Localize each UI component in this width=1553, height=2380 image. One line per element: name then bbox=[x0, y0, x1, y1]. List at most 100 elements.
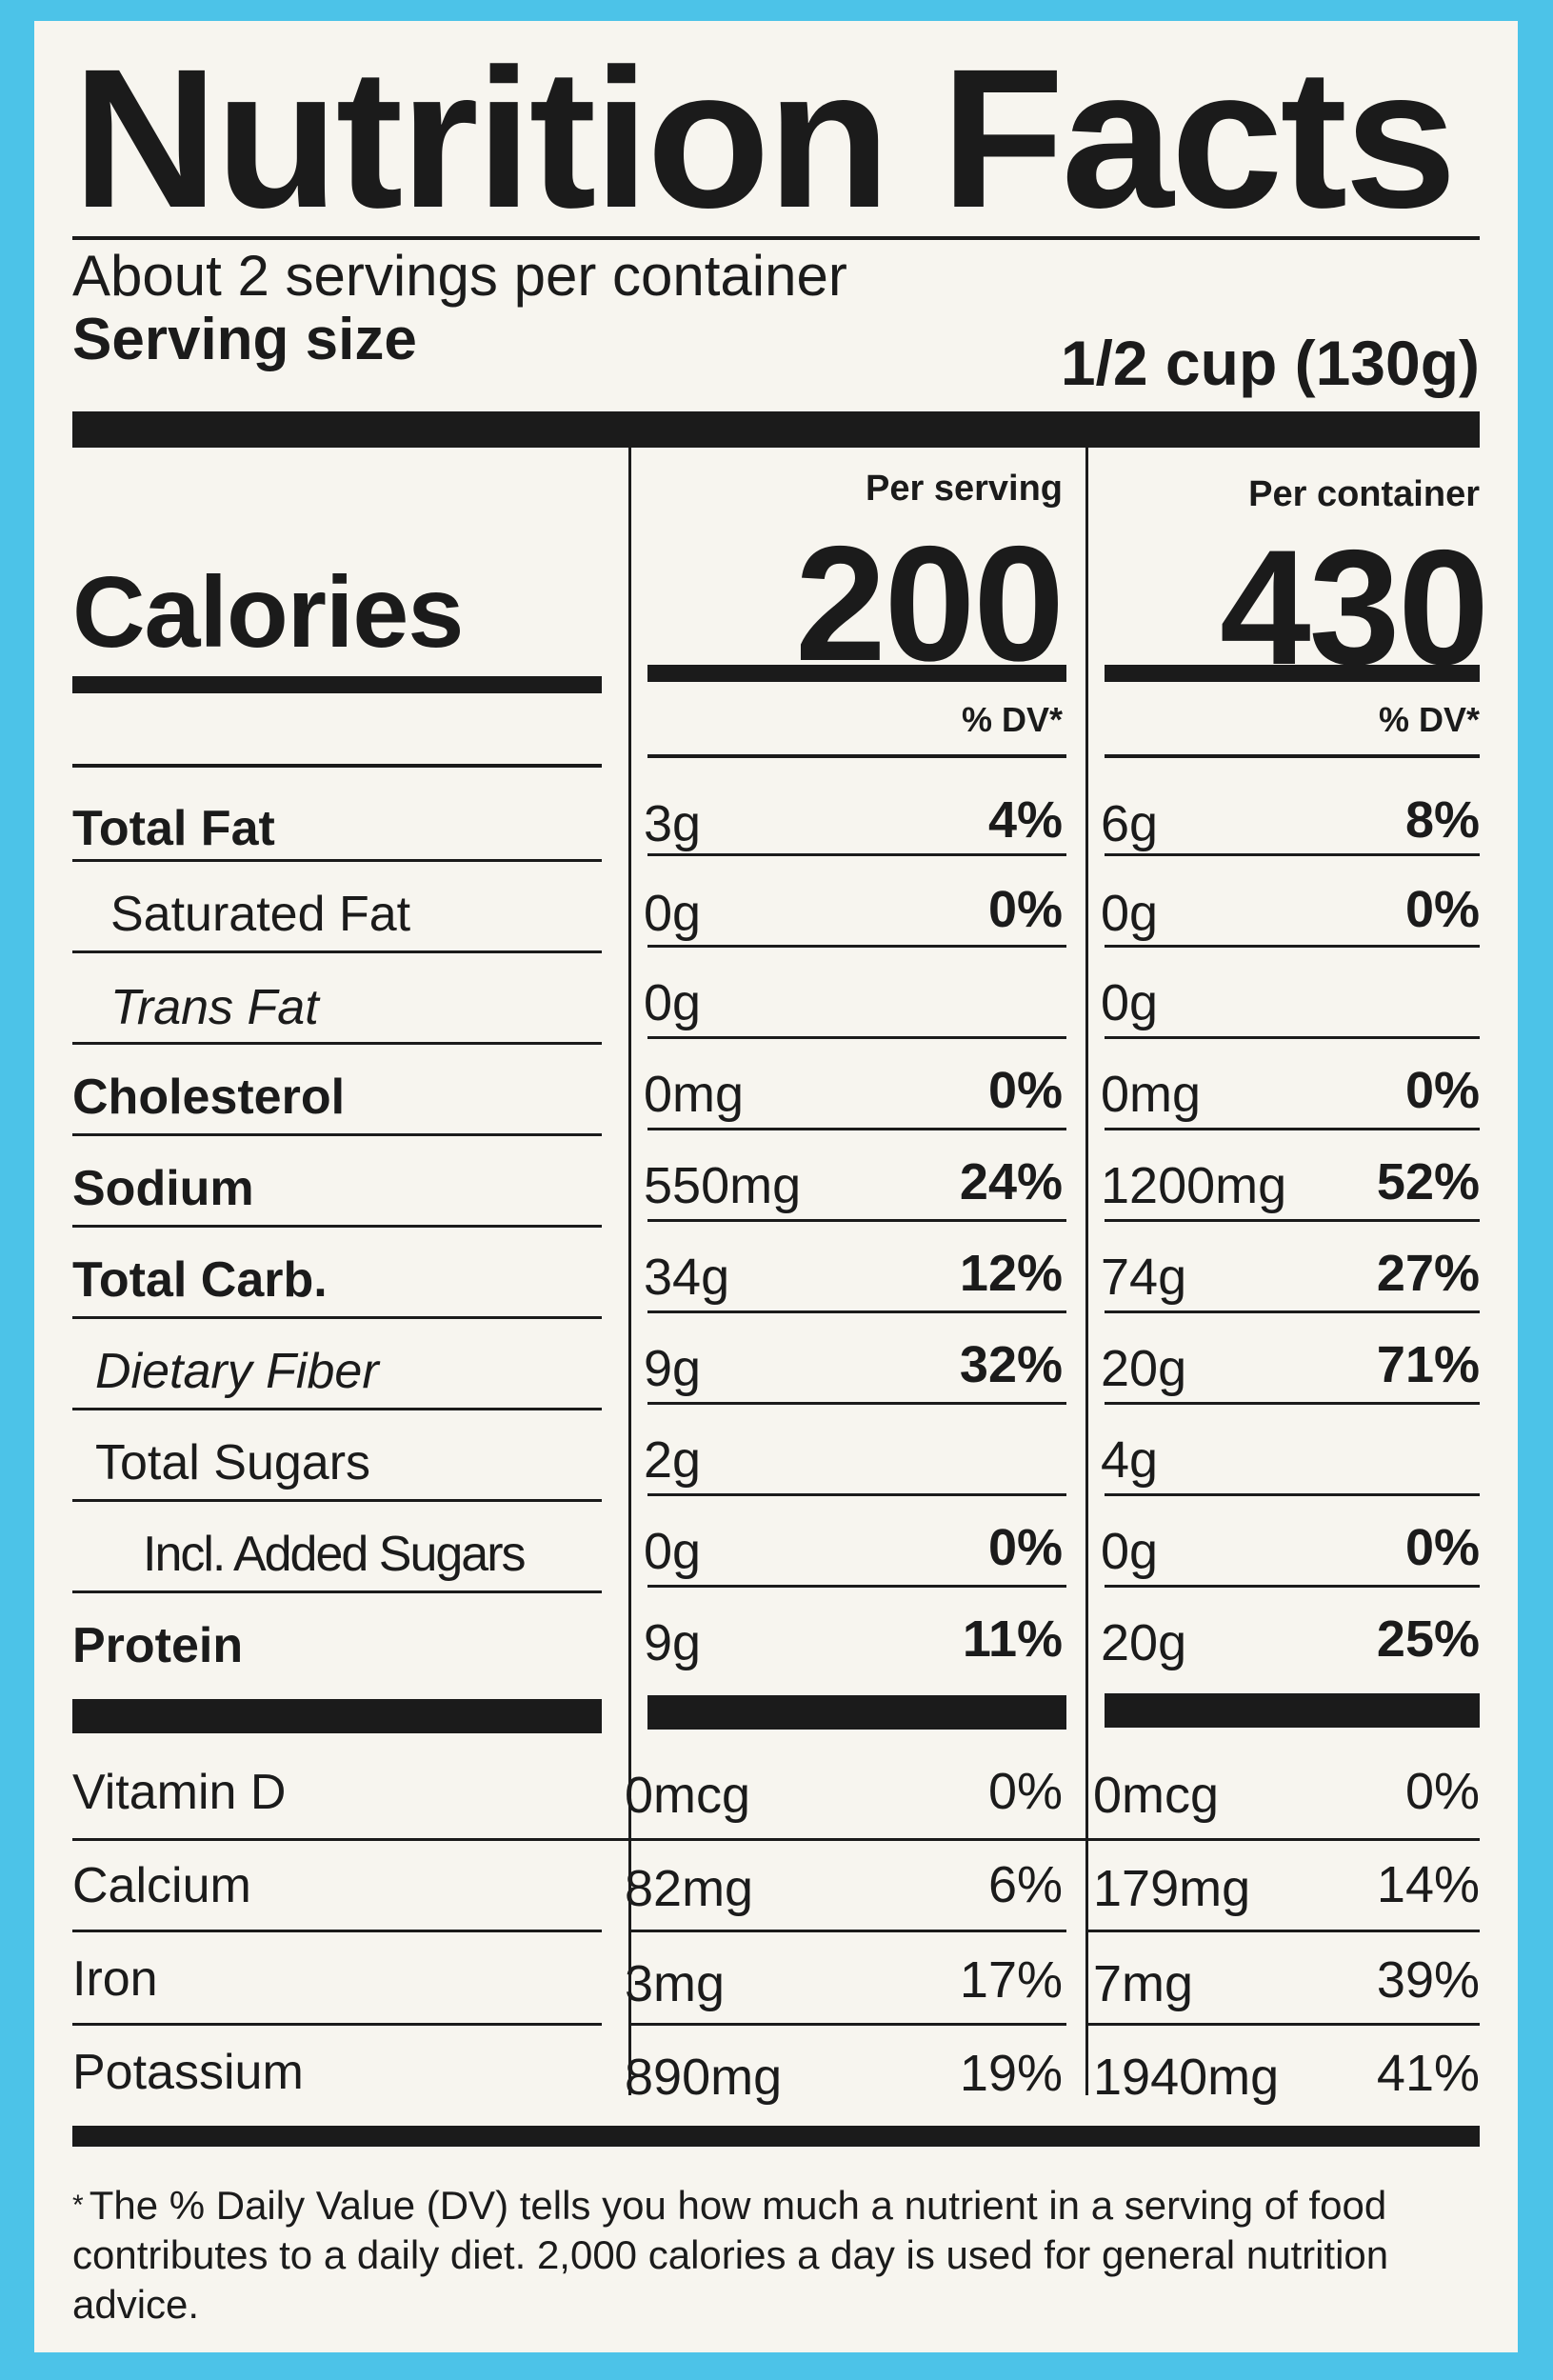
serving-amount-trans-fat: 0g bbox=[644, 974, 702, 1031]
row-rule bbox=[1105, 1310, 1480, 1313]
serving-dv-saturated-fat: 0% bbox=[987, 881, 1063, 938]
container-amount-sodium: 1200mg bbox=[1101, 1157, 1287, 1214]
serving-amount-total-carb: 34g bbox=[644, 1249, 730, 1306]
row-rule bbox=[628, 1930, 1066, 1932]
container-amount-total-sugars: 4g bbox=[1101, 1431, 1159, 1489]
row-rule bbox=[647, 1128, 1066, 1130]
calories-per-container: 430 bbox=[1220, 516, 1489, 699]
nutrient-name-total-fat: Total Fat bbox=[72, 801, 275, 856]
row-rule bbox=[72, 1590, 602, 1593]
container-dv-vitamin-d: 0% bbox=[1404, 1763, 1480, 1820]
nutrient-name-trans-fat: Trans Fat bbox=[110, 980, 319, 1035]
container-amount-trans-fat: 0g bbox=[1101, 974, 1159, 1031]
serving-size-label: Serving size bbox=[72, 307, 417, 372]
serving-dv-sodium: 24% bbox=[959, 1153, 1063, 1210]
row-rule bbox=[1085, 2023, 1480, 2026]
row-rule bbox=[72, 859, 602, 862]
serving-amount-added-sugars: 0g bbox=[644, 1523, 702, 1580]
container-amount-dietary-fiber: 20g bbox=[1101, 1340, 1187, 1397]
footnote: * The % Daily Value (DV) tells you how mu… bbox=[72, 2181, 1453, 2330]
calories-rule-left bbox=[72, 676, 602, 693]
thick-rule-top bbox=[72, 411, 1480, 448]
container-dv-total-carb: 27% bbox=[1376, 1245, 1480, 1302]
nutrient-name-cholesterol: Cholesterol bbox=[72, 1070, 346, 1125]
serving-amount-iron: 3mg bbox=[625, 1955, 726, 2012]
thick-bar-left bbox=[72, 1699, 602, 1733]
per-serving-header: Per serving bbox=[866, 469, 1063, 509]
thick-rule-bottom bbox=[72, 2126, 1480, 2147]
container-dv-sodium: 52% bbox=[1376, 1153, 1480, 1210]
footnote-text: The % Daily Value (DV) tells you how muc… bbox=[72, 2183, 1389, 2327]
vitamin-name-calcium: Calcium bbox=[72, 1858, 251, 1913]
row-rule bbox=[647, 1585, 1066, 1588]
row-rule bbox=[1105, 945, 1480, 948]
per-container-header: Per container bbox=[1248, 474, 1480, 514]
row-rule bbox=[72, 1316, 602, 1319]
calories-rule-container bbox=[1105, 665, 1480, 682]
label-title: Nutrition Facts bbox=[72, 29, 1457, 250]
footnote-star: * bbox=[72, 2190, 84, 2221]
vitamin-name-vitamin-d: Vitamin D bbox=[72, 1765, 287, 1820]
serving-amount-saturated-fat: 0g bbox=[644, 885, 702, 942]
nutrient-name-sodium: Sodium bbox=[72, 1161, 254, 1216]
container-amount-total-carb: 74g bbox=[1101, 1249, 1187, 1306]
row-rule bbox=[1105, 1219, 1480, 1222]
nutrient-name-protein: Protein bbox=[72, 1618, 244, 1673]
container-amount-calcium: 179mg bbox=[1093, 1860, 1251, 1917]
row-rule bbox=[647, 1310, 1066, 1313]
container-dv-protein: 25% bbox=[1376, 1610, 1480, 1668]
row-rule bbox=[647, 1493, 1066, 1496]
container-dv-calcium: 14% bbox=[1376, 1856, 1480, 1913]
serving-dv-added-sugars: 0% bbox=[987, 1519, 1063, 1576]
row-rule bbox=[1105, 1493, 1480, 1496]
container-amount-protein: 20g bbox=[1101, 1614, 1187, 1671]
row-rule bbox=[72, 1225, 602, 1228]
nutrient-name-saturated-fat: Saturated Fat bbox=[110, 887, 411, 942]
row-rule bbox=[1105, 1036, 1480, 1039]
row-rule bbox=[1105, 1402, 1480, 1405]
calories-label: Calories bbox=[72, 556, 464, 669]
row-rule bbox=[647, 853, 1066, 856]
row-rule bbox=[1105, 1128, 1480, 1130]
serving-dv-calcium: 6% bbox=[987, 1856, 1063, 1913]
divider-serving-column bbox=[628, 448, 631, 2095]
container-dv-potassium: 41% bbox=[1376, 2045, 1480, 2102]
dv-rule-serving bbox=[647, 754, 1066, 758]
row-rule bbox=[647, 1036, 1066, 1039]
dv-header-serving: % DV* bbox=[961, 700, 1063, 739]
row-rule bbox=[72, 1930, 602, 1932]
thick-bar-serving bbox=[647, 1695, 1066, 1730]
row-rule bbox=[647, 1219, 1066, 1222]
serving-amount-potassium: 890mg bbox=[625, 2049, 783, 2106]
serving-amount-dietary-fiber: 9g bbox=[644, 1340, 702, 1397]
title-rule bbox=[72, 236, 1480, 240]
calories-rule-serving bbox=[647, 665, 1066, 682]
serving-size-value: 1/2 cup (130g) bbox=[1060, 328, 1480, 398]
row-rule bbox=[72, 1133, 602, 1136]
divider-container-column bbox=[1085, 448, 1088, 2095]
thick-bar-container bbox=[1105, 1693, 1480, 1728]
container-dv-dietary-fiber: 71% bbox=[1376, 1336, 1480, 1393]
vitamin-name-potassium: Potassium bbox=[72, 2045, 304, 2100]
serving-dv-cholesterol: 0% bbox=[987, 1062, 1063, 1119]
dv-rule-left bbox=[72, 764, 602, 768]
row-rule bbox=[72, 950, 602, 953]
row-rule bbox=[72, 1042, 602, 1045]
row-rule bbox=[72, 2023, 602, 2026]
dv-header-container: % DV* bbox=[1378, 700, 1480, 739]
container-dv-iron: 39% bbox=[1376, 1951, 1480, 2009]
row-rule bbox=[72, 1499, 602, 1502]
servings-per-container: About 2 servings per container bbox=[72, 244, 847, 308]
container-amount-added-sugars: 0g bbox=[1101, 1523, 1159, 1580]
serving-dv-dietary-fiber: 32% bbox=[959, 1336, 1063, 1393]
row-rule bbox=[72, 1838, 1480, 1841]
serving-dv-potassium: 19% bbox=[959, 2045, 1063, 2102]
nutrition-label: Nutrition Facts About 2 servings per con… bbox=[34, 21, 1518, 2352]
container-amount-iron: 7mg bbox=[1093, 1955, 1194, 2012]
serving-amount-sodium: 550mg bbox=[644, 1157, 802, 1214]
row-rule bbox=[628, 2023, 1066, 2026]
row-rule bbox=[647, 1402, 1066, 1405]
container-dv-total-fat: 8% bbox=[1404, 791, 1480, 849]
container-amount-total-fat: 6g bbox=[1101, 795, 1159, 852]
serving-dv-iron: 17% bbox=[959, 1951, 1063, 2009]
